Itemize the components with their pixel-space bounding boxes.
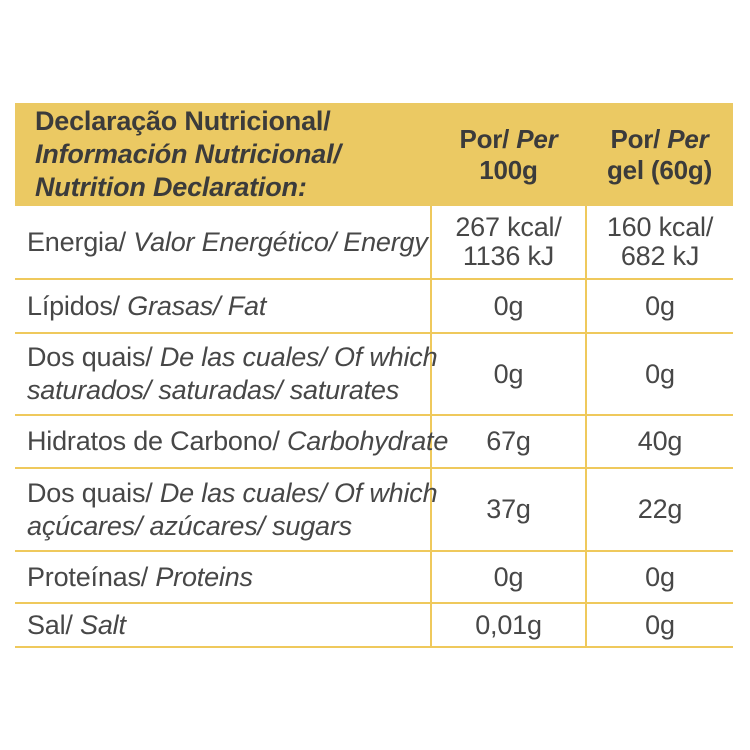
- table-row-energy: Energia/ Valor Energético/ Energy 267 kca…: [15, 206, 733, 280]
- por-label: Por/: [459, 123, 510, 154]
- table-row-carbohydrate: Hidratos de Carbono/ Carbohydrate 67g 40g: [15, 415, 733, 469]
- label-segment: Dos quais/: [27, 477, 160, 508]
- column-header-per-100g: Por/ Per 100g: [431, 103, 586, 206]
- row-label-line: Dos quais/ De las cuales/ Of which: [27, 341, 438, 374]
- value-per-100g: 37g: [430, 468, 586, 552]
- per-label: Per: [516, 123, 558, 154]
- value-line: 0g: [493, 561, 524, 592]
- value-line: 1136 kJ: [462, 241, 555, 271]
- column-header-per-gel: Por/ Per gel (60g): [586, 103, 733, 206]
- label-segment-italic: açúcares/ azúcares/ sugars: [27, 510, 352, 541]
- column-header-per-100g-line1: Por/ Per: [431, 124, 586, 155]
- value-line: 40g: [637, 426, 683, 456]
- value-line: 0g: [645, 358, 675, 389]
- value-line: 0g: [645, 290, 675, 321]
- value-per-gel: 0g: [585, 603, 733, 648]
- label-segment-italic: Carbohydrate: [286, 426, 449, 456]
- label-segment-italic: De las cuales/ Of which: [159, 342, 438, 372]
- row-label: Dos quais/ De las cuales/ Of which açúcar…: [15, 468, 438, 552]
- row-label: Proteínas/ Proteins: [15, 551, 431, 604]
- value-per-100g: 67g: [430, 415, 586, 469]
- row-label-line: Sal/ Salt: [27, 609, 430, 642]
- row-label: Energia/ Valor Energético/ Energy: [15, 206, 431, 280]
- label-segment-italic: saturados/ saturadas/ saturates: [27, 375, 400, 405]
- value-line: 67g: [486, 426, 531, 456]
- value-line: 37g: [486, 494, 531, 524]
- value-line: 0,01g: [475, 609, 542, 640]
- label-segment: Dos quais/: [27, 342, 160, 372]
- label-segment: Lípidos/: [27, 290, 128, 321]
- label-segment: Proteínas/: [27, 561, 156, 592]
- table-row-proteins: Proteínas/ Proteins 0g 0g: [15, 551, 733, 604]
- column-header-per-gel-line1: Por/ Per: [586, 124, 733, 155]
- title-line-spanish: Información Nutricional/: [35, 139, 341, 169]
- column-header-per-100g-unit: 100g: [479, 154, 538, 185]
- table-row-salt: Sal/ Salt 0,01g 0g: [15, 603, 733, 648]
- table-title: Declaração Nutricional/ Información Nutr…: [15, 103, 431, 206]
- label-segment-italic: Grasas/ Fat: [127, 290, 267, 321]
- row-label-line: Dos quais/ De las cuales/ Of which: [27, 477, 438, 510]
- row-label-line: Lípidos/ Grasas/ Fat: [27, 290, 430, 323]
- value-per-100g: 0g: [430, 279, 586, 334]
- label-segment-italic: Proteins: [155, 561, 253, 592]
- title-line-portuguese: Declaração Nutricional/: [35, 106, 331, 136]
- row-label: Dos quais/ De las cuales/ Of which satura…: [15, 333, 438, 416]
- value-per-100g: 267 kcal/1136 kJ: [430, 206, 586, 280]
- value-line: 682 kJ: [620, 241, 700, 271]
- table-row-saturates: Dos quais/ De las cuales/ Of which satura…: [15, 333, 733, 416]
- row-label-line: Energia/ Valor Energético/ Energy: [27, 226, 430, 259]
- value-per-100g: 0,01g: [430, 603, 586, 648]
- value-line: 0g: [645, 561, 675, 592]
- value-line: 0g: [645, 609, 675, 640]
- por-label: Por/: [610, 123, 661, 154]
- per-label: Per: [667, 123, 709, 154]
- column-header-per-gel-unit: gel (60g): [606, 154, 713, 185]
- value-line: 22g: [637, 494, 683, 524]
- label-segment-italic: Salt: [80, 609, 126, 640]
- value-per-gel: 0g: [585, 279, 733, 334]
- value-line: 267 kcal/: [455, 212, 562, 242]
- row-label: Hidratos de Carbono/ Carbohydrate: [15, 415, 448, 469]
- label-segment-italic: Valor Energético/ Energy: [133, 226, 428, 257]
- value-per-100g: 0g: [430, 333, 586, 416]
- value-per-gel: 0g: [585, 551, 733, 604]
- value-per-gel: 22g: [585, 468, 733, 552]
- row-label-line: saturados/ saturadas/ saturates: [27, 374, 430, 407]
- value-per-gel: 0g: [585, 333, 733, 416]
- label-segment: Sal/: [27, 609, 81, 640]
- value-line: 160 kcal/: [606, 212, 714, 242]
- nutrition-table: Declaração Nutricional/ Información Nutr…: [15, 103, 733, 648]
- table-header-row: Declaração Nutricional/ Información Nutr…: [15, 103, 733, 206]
- value-line: 0g: [493, 358, 524, 389]
- table-row-fat: Lípidos/ Grasas/ Fat 0g 0g: [15, 279, 733, 334]
- row-label: Sal/ Salt: [15, 603, 431, 648]
- value-line: 0g: [493, 290, 524, 321]
- row-label-line: Proteínas/ Proteins: [27, 561, 430, 594]
- row-label: Lípidos/ Grasas/ Fat: [15, 279, 431, 334]
- title-line-english: Nutrition Declaration:: [35, 172, 307, 202]
- value-per-100g: 0g: [430, 551, 586, 604]
- label-segment-italic: De las cuales/ Of which: [159, 477, 438, 508]
- label-segment: Energia/: [27, 226, 134, 257]
- row-label-line: Hidratos de Carbono/ Carbohydrate: [27, 425, 448, 458]
- row-label-line: açúcares/ azúcares/ sugars: [27, 510, 430, 543]
- value-per-gel: 160 kcal/682 kJ: [585, 206, 733, 280]
- table-row-sugars: Dos quais/ De las cuales/ Of which açúcar…: [15, 468, 733, 552]
- value-per-gel: 40g: [585, 415, 733, 469]
- label-segment: Hidratos de Carbono/: [27, 426, 287, 456]
